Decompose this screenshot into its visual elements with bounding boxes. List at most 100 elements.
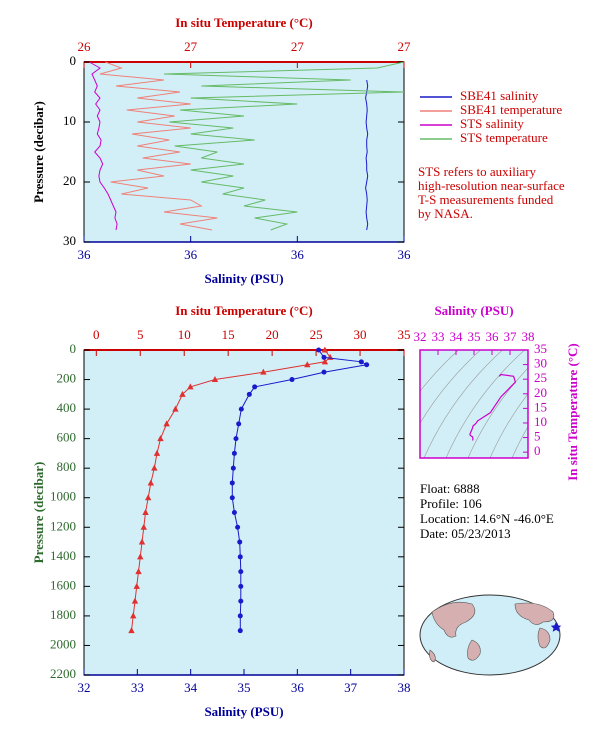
x-tick-label: 34 [184,680,198,695]
y-tick-label: 5 [534,429,541,444]
marker [246,391,252,397]
x2-tick-label: 27 [291,39,305,54]
y-tick-label: 800 [57,459,77,474]
profile-line [163,61,405,231]
marker [128,627,135,634]
x-tick-label: 32 [78,680,91,695]
marker [133,582,140,589]
marker [144,494,152,501]
x2-tick-label: 5 [137,327,144,342]
marker [151,464,158,471]
ts-curve [469,373,517,441]
x-tick-label: 35 [468,329,481,344]
float-info: Profile: 106 [420,496,482,511]
y-tick-label: 35 [534,341,547,356]
marker [163,420,170,427]
marker [137,553,144,560]
note: high-resolution near-surface [418,178,565,193]
y-tick-label: 20 [534,385,547,400]
marker [289,377,295,383]
x-tick-label: 35 [238,680,251,695]
marker [252,384,258,390]
x-tick-label: 36 [398,247,412,262]
x-tick-label: 37 [504,329,518,344]
float-info: Location: 14.6°N -46.0°E [420,511,554,526]
marker [157,435,164,442]
marker [238,598,244,604]
y-tick-label: 0 [70,341,77,356]
marker [238,406,244,412]
x2-tick-label: 20 [266,327,279,342]
x2-tick-label: 26 [78,39,92,54]
y-tick-label: 30 [534,356,547,371]
marker [304,361,311,368]
marker [237,539,243,545]
y-tick-label: 10 [63,113,76,128]
x-axis-title: Salinity (PSU) [204,271,283,286]
marker [140,523,147,530]
marker [235,524,241,530]
legend-label: STS temperature [460,130,548,145]
y-tick-label: 1400 [50,548,76,563]
marker [172,405,179,412]
note: STS refers to auxiliary [418,164,537,179]
marker [142,509,149,515]
marker [364,362,370,368]
profile-line [365,79,369,231]
y-axis-title: In situ Temperature (°C) [565,343,580,481]
marker [238,569,244,575]
note: T-S measurements funded [418,192,554,207]
x-tick-label: 36 [184,247,198,262]
y-tick-label: 1000 [50,489,76,504]
x2-axis-title: In situ Temperature (°C) [175,303,313,318]
marker [211,376,219,383]
y-tick-label: 600 [57,430,77,445]
marker [236,421,242,427]
x2-tick-label: 27 [398,39,412,54]
x2-tick-label: 15 [222,327,235,342]
y-tick-label: 25 [534,370,547,385]
marker [260,368,267,375]
marker [321,358,329,365]
float-info: Float: 6888 [420,481,480,496]
y-tick-label: 30 [63,233,76,248]
plot-area [84,62,404,242]
marker [321,369,327,375]
marker [316,347,322,353]
marker [187,383,194,390]
x-tick-label: 34 [450,329,464,344]
y-tick-label: 2200 [50,666,76,681]
x2-tick-label: 25 [310,327,323,342]
y-tick-label: 15 [534,399,547,414]
x-tick-label: 36 [291,247,305,262]
legend-label: SBE41 temperature [460,102,562,117]
marker [231,510,237,515]
y-tick-label: 20 [63,173,76,188]
marker [130,612,137,619]
profile-line [99,61,218,231]
legend-label: SBE41 salinity [460,88,539,103]
x2-axis-title: In situ Temperature (°C) [175,15,313,30]
x2-tick-label: 35 [398,327,411,342]
x-tick-label: 32 [414,329,427,344]
x-tick-label: 36 [78,247,92,262]
isopycnal [467,367,528,458]
y-tick-label: 1200 [50,518,76,533]
x-tick-label: 33 [432,329,445,344]
y-tick-label: 400 [57,400,77,415]
x-tick-label: 37 [344,680,358,695]
note: by NASA. [418,206,473,221]
world-map [419,594,562,676]
marker [321,346,329,353]
profile-line [89,61,118,231]
marker [229,480,235,486]
marker [358,359,364,365]
isopycnal [511,426,528,458]
marker [229,495,235,501]
x-tick-label: 38 [522,329,535,344]
y-tick-label: 0 [70,53,77,68]
x2-tick-label: 0 [93,327,100,342]
marker [138,538,146,545]
